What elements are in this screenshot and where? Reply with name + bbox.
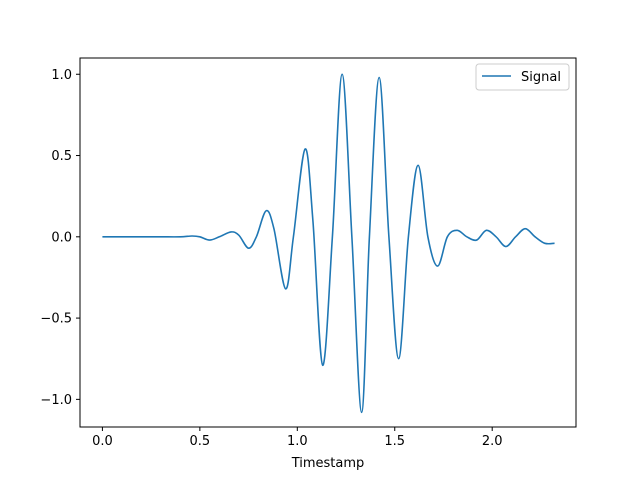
y-tick-label: −1.0 <box>40 393 72 408</box>
y-axis: 1.0 0.5 0.0 −0.5 −1.0 <box>40 68 80 408</box>
x-tick-label: 1.5 <box>384 434 405 449</box>
legend: Signal <box>475 63 570 91</box>
x-tick-label: 0.0 <box>92 434 113 449</box>
series-line-signal <box>102 73 555 414</box>
x-axis-label: Timestamp <box>291 456 365 471</box>
y-tick-label: 0.0 <box>51 230 72 245</box>
legend-box <box>475 63 570 91</box>
x-axis: 0.0 0.5 1.0 1.5 2.0 <box>92 427 503 449</box>
x-tick-label: 2.0 <box>482 434 503 449</box>
x-tick-label: 0.5 <box>190 434 211 449</box>
y-tick-label: 0.5 <box>51 149 72 164</box>
x-tick-label: 1.0 <box>287 434 308 449</box>
legend-label: Signal <box>521 70 561 85</box>
y-tick-label: 1.0 <box>51 68 72 83</box>
plot-frame <box>79 57 577 428</box>
plot-area <box>102 73 555 414</box>
y-tick-label: −0.5 <box>40 312 72 327</box>
